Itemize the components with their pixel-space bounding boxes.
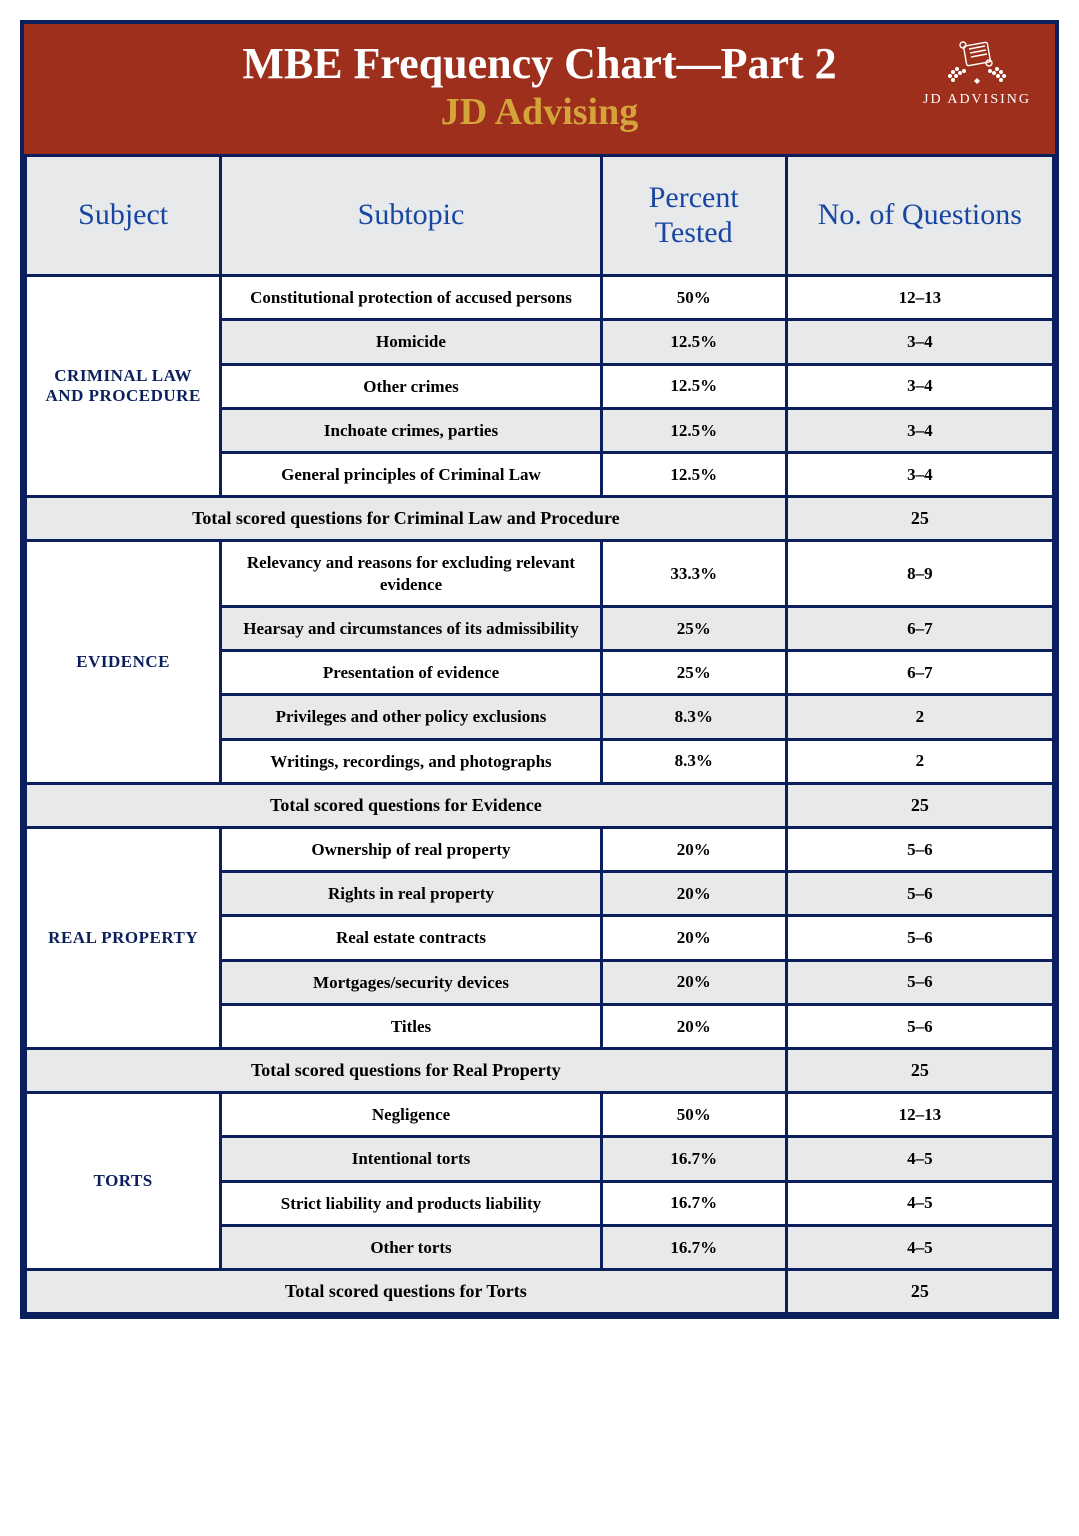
total-value-cell: 25 xyxy=(786,1049,1053,1093)
scroll-laurel-icon xyxy=(939,38,1015,90)
table-body: CRIMINAL LAW AND PROCEDUREConstitutional… xyxy=(26,276,1054,1314)
chart-subtitle: JD Advising xyxy=(44,92,1035,134)
percent-cell: 20% xyxy=(601,872,786,916)
brand-logo-text: JD ADVISING xyxy=(923,92,1031,108)
percent-cell: 50% xyxy=(601,1093,786,1137)
subtopic-cell: Other torts xyxy=(221,1225,601,1269)
percent-cell: 20% xyxy=(601,1004,786,1048)
questions-cell: 5–6 xyxy=(786,960,1053,1004)
col-header-subtopic: Subtopic xyxy=(221,156,601,276)
questions-cell: 4–5 xyxy=(786,1181,1053,1225)
subject-cell: TORTS xyxy=(26,1093,221,1270)
total-row: Total scored questions for Real Property… xyxy=(26,1049,1054,1093)
total-label-cell: Total scored questions for Torts xyxy=(26,1270,787,1314)
subtopic-cell: Inchoate crimes, parties xyxy=(221,408,601,452)
questions-cell: 2 xyxy=(786,695,1053,739)
percent-cell: 16.7% xyxy=(601,1137,786,1181)
total-row: Total scored questions for Evidence25 xyxy=(26,783,1054,827)
questions-cell: 5–6 xyxy=(786,827,1053,871)
subtopic-cell: Presentation of evidence xyxy=(221,651,601,695)
percent-cell: 25% xyxy=(601,606,786,650)
percent-cell: 25% xyxy=(601,651,786,695)
percent-cell: 20% xyxy=(601,916,786,960)
questions-cell: 12–13 xyxy=(786,276,1053,320)
total-label-cell: Total scored questions for Criminal Law … xyxy=(26,497,787,541)
subtopic-cell: Negligence xyxy=(221,1093,601,1137)
questions-cell: 5–6 xyxy=(786,1004,1053,1048)
subtopic-cell: Writings, recordings, and photographs xyxy=(221,739,601,783)
questions-cell: 3–4 xyxy=(786,453,1053,497)
total-value-cell: 25 xyxy=(786,1270,1053,1314)
subtopic-cell: Homicide xyxy=(221,320,601,364)
total-row: Total scored questions for Torts25 xyxy=(26,1270,1054,1314)
questions-cell: 6–7 xyxy=(786,606,1053,650)
questions-cell: 6–7 xyxy=(786,651,1053,695)
questions-cell: 4–5 xyxy=(786,1225,1053,1269)
subtopic-cell: Other crimes xyxy=(221,364,601,408)
percent-cell: 8.3% xyxy=(601,739,786,783)
subtopic-cell: General principles of Criminal Law xyxy=(221,453,601,497)
frequency-chart: MBE Frequency Chart—Part 2 JD Advising xyxy=(20,20,1059,1319)
questions-cell: 5–6 xyxy=(786,916,1053,960)
percent-cell: 12.5% xyxy=(601,320,786,364)
subtopic-cell: Privileges and other policy exclusions xyxy=(221,695,601,739)
table-row: CRIMINAL LAW AND PROCEDUREConstitutional… xyxy=(26,276,1054,320)
brand-logo: JD ADVISING xyxy=(923,38,1031,108)
subject-cell: REAL PROPERTY xyxy=(26,827,221,1048)
questions-cell: 12–13 xyxy=(786,1093,1053,1137)
subject-cell: CRIMINAL LAW AND PROCEDURE xyxy=(26,276,221,497)
total-label-cell: Total scored questions for Evidence xyxy=(26,783,787,827)
percent-cell: 12.5% xyxy=(601,364,786,408)
total-row: Total scored questions for Criminal Law … xyxy=(26,497,1054,541)
percent-cell: 33.3% xyxy=(601,541,786,607)
subject-cell: EVIDENCE xyxy=(26,541,221,784)
subtopic-cell: Real estate contracts xyxy=(221,916,601,960)
chart-title: MBE Frequency Chart—Part 2 xyxy=(44,40,1035,88)
percent-cell: 20% xyxy=(601,960,786,1004)
subtopic-cell: Titles xyxy=(221,1004,601,1048)
subtopic-cell: Intentional torts xyxy=(221,1137,601,1181)
questions-cell: 3–4 xyxy=(786,408,1053,452)
percent-cell: 16.7% xyxy=(601,1181,786,1225)
total-label-cell: Total scored questions for Real Property xyxy=(26,1049,787,1093)
subtopic-cell: Rights in real property xyxy=(221,872,601,916)
subtopic-cell: Ownership of real property xyxy=(221,827,601,871)
table-row: REAL PROPERTYOwnership of real property2… xyxy=(26,827,1054,871)
total-value-cell: 25 xyxy=(786,783,1053,827)
col-header-percent: Percent Tested xyxy=(601,156,786,276)
percent-cell: 12.5% xyxy=(601,453,786,497)
col-header-questions: No. of Questions xyxy=(786,156,1053,276)
percent-cell: 20% xyxy=(601,827,786,871)
table-header-row: Subject Subtopic Percent Tested No. of Q… xyxy=(26,156,1054,276)
percent-cell: 16.7% xyxy=(601,1225,786,1269)
percent-cell: 50% xyxy=(601,276,786,320)
questions-cell: 4–5 xyxy=(786,1137,1053,1181)
frequency-table: Subject Subtopic Percent Tested No. of Q… xyxy=(24,154,1055,1315)
col-header-subject: Subject xyxy=(26,156,221,276)
subtopic-cell: Relevancy and reasons for excluding rele… xyxy=(221,541,601,607)
questions-cell: 2 xyxy=(786,739,1053,783)
subtopic-cell: Strict liability and products liability xyxy=(221,1181,601,1225)
subtopic-cell: Mortgages/security devices xyxy=(221,960,601,1004)
questions-cell: 3–4 xyxy=(786,320,1053,364)
percent-cell: 12.5% xyxy=(601,408,786,452)
percent-cell: 8.3% xyxy=(601,695,786,739)
table-row: TORTSNegligence50%12–13 xyxy=(26,1093,1054,1137)
chart-header: MBE Frequency Chart—Part 2 JD Advising xyxy=(24,24,1055,154)
total-value-cell: 25 xyxy=(786,497,1053,541)
subtopic-cell: Hearsay and circumstances of its admissi… xyxy=(221,606,601,650)
questions-cell: 8–9 xyxy=(786,541,1053,607)
subtopic-cell: Constitutional protection of accused per… xyxy=(221,276,601,320)
table-row: EVIDENCERelevancy and reasons for exclud… xyxy=(26,541,1054,607)
questions-cell: 5–6 xyxy=(786,872,1053,916)
questions-cell: 3–4 xyxy=(786,364,1053,408)
